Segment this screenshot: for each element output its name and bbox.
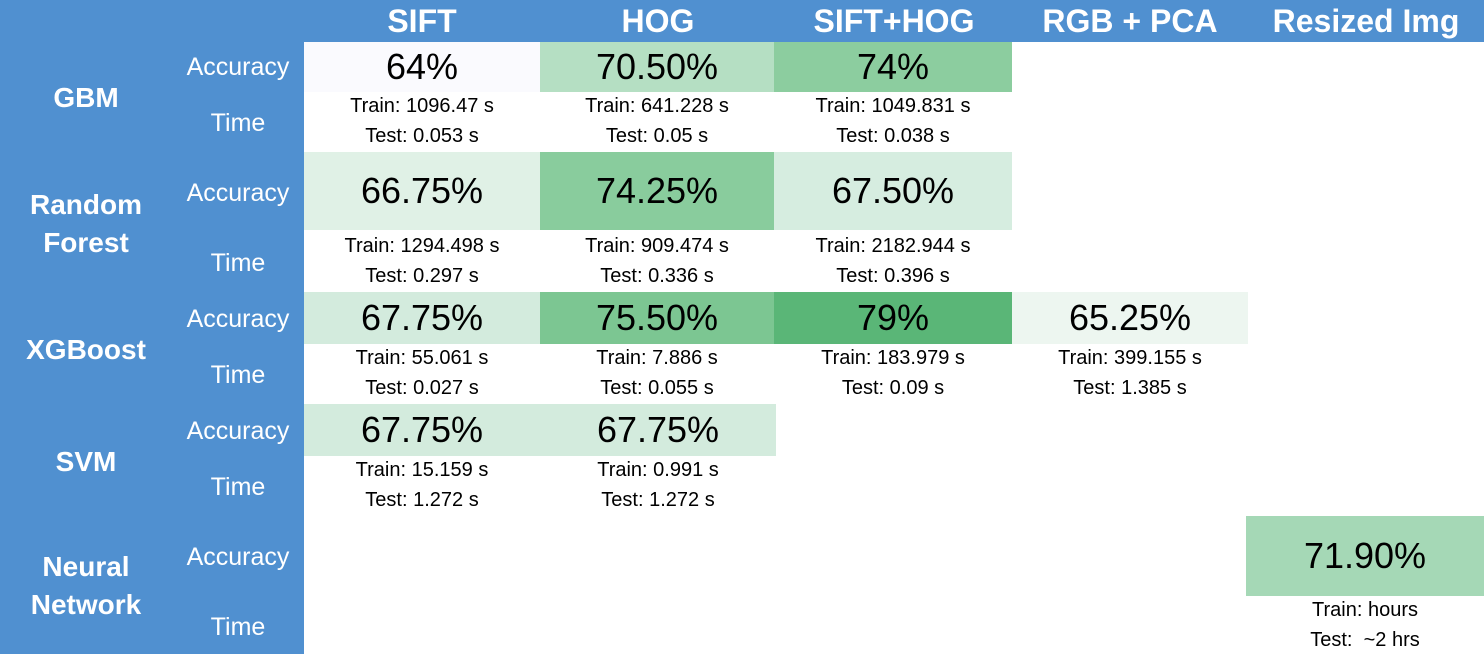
time-cell: Train: 183.979 s Test: 0.09 s: [774, 343, 1012, 403]
accuracy-value: 75.50%: [595, 297, 719, 338]
row-label-time: Time: [210, 473, 266, 501]
test-time: Test: 0.027 s: [365, 377, 479, 399]
time-cell: Train: 399.155 s Test: 1.385 s: [1012, 343, 1248, 403]
train-time: Train: 183.979 s: [821, 347, 965, 369]
train-time: Train: 1049.831 s: [815, 95, 971, 117]
column-header-hog: HOG: [621, 3, 695, 39]
row-label-time: Time: [210, 249, 266, 277]
accuracy-value: 67.75%: [360, 409, 484, 450]
test-time: Test: 0.336 s: [600, 265, 714, 287]
model-name-line: Neural: [42, 551, 130, 582]
test-time: Test: 1.272 s: [365, 489, 479, 511]
accuracy-cell: 64%: [304, 42, 540, 92]
time-cell: Train: 909.474 s Test: 0.336 s: [540, 231, 774, 291]
train-time: Train: 2182.944 s: [815, 235, 971, 257]
model-label-random-forest: Random Forest: [0, 154, 172, 294]
model-name-line: Random: [30, 189, 142, 220]
model-name-line: Forest: [43, 227, 129, 258]
test-time: Test: ~2 hrs: [1310, 629, 1420, 651]
test-time: Test: 0.297 s: [365, 265, 479, 287]
model-label-neural-network: Neural Network: [0, 518, 172, 654]
accuracy-value: 67.75%: [360, 297, 484, 338]
column-header-resized-img: Resized Img: [1272, 3, 1460, 39]
row-header-band: [0, 0, 304, 654]
model-label-xgboost: XGBoost: [0, 294, 172, 406]
train-time: Train: 15.159 s: [355, 459, 489, 481]
train-time: Train: 0.991 s: [597, 459, 719, 481]
test-time: Test: 0.053 s: [365, 125, 479, 147]
accuracy-value: 74.25%: [595, 170, 719, 211]
train-time: Train: hours: [1312, 599, 1418, 621]
train-time: Train: 7.886 s: [596, 347, 718, 369]
time-cell: Train: 1049.831 s Test: 0.038 s: [774, 91, 1012, 151]
model-name: GBM: [53, 82, 119, 113]
train-time: Train: 399.155 s: [1058, 347, 1202, 369]
time-cell: Train: 641.228 s Test: 0.05 s: [540, 91, 774, 151]
test-time: Test: 0.396 s: [836, 265, 950, 287]
train-time: Train: 55.061 s: [355, 347, 489, 369]
accuracy-cell: 70.50%: [540, 42, 774, 92]
test-time: Test: 0.055 s: [600, 377, 714, 399]
accuracy-cell: 67.75%: [540, 404, 776, 456]
row-label-accuracy: Accuracy: [186, 53, 290, 81]
column-header-sift: SIFT: [387, 3, 457, 39]
test-time: Test: 0.05 s: [605, 125, 709, 147]
accuracy-cell: 75.50%: [540, 292, 774, 344]
accuracy-cell: 66.75%: [304, 152, 540, 230]
accuracy-cell: 79%: [774, 292, 1012, 344]
accuracy-value: 67.50%: [831, 170, 955, 211]
accuracy-value: 64%: [385, 46, 459, 87]
model-label-svm: SVM: [0, 406, 172, 518]
accuracy-value: 74%: [856, 46, 930, 87]
train-time: Train: 641.228 s: [585, 95, 729, 117]
time-cell: Train: 2182.944 s Test: 0.396 s: [774, 231, 1012, 291]
train-time: Train: 1096.47 s: [350, 95, 494, 117]
test-time: Test: 1.385 s: [1073, 377, 1187, 399]
row-label-accuracy: Accuracy: [186, 179, 290, 207]
accuracy-cell: 71.90%: [1246, 516, 1484, 596]
time-cell: Train: 0.991 s Test: 1.272 s: [540, 455, 776, 515]
row-label-accuracy: Accuracy: [186, 543, 290, 571]
model-label-gbm: GBM: [0, 42, 172, 154]
test-time: Test: 1.272 s: [601, 489, 715, 511]
test-time: Test: 0.09 s: [841, 377, 945, 399]
column-header-sift-hog: SIFT+HOG: [813, 3, 975, 39]
model-name-line: Network: [30, 589, 142, 620]
accuracy-cell: 67.75%: [304, 404, 540, 456]
accuracy-value: 67.75%: [596, 409, 720, 450]
accuracy-cell: 67.75%: [304, 292, 540, 344]
row-label-accuracy: Accuracy: [186, 305, 290, 333]
accuracy-value: 79%: [856, 297, 930, 338]
column-header-rgb-pca: RGB + PCA: [1042, 3, 1218, 39]
accuracy-value: 70.50%: [595, 46, 719, 87]
accuracy-value: 65.25%: [1068, 297, 1192, 338]
time-cell: Train: 15.159 s Test: 1.272 s: [304, 455, 540, 515]
time-cell: Train: 1294.498 s Test: 0.297 s: [304, 231, 540, 291]
row-label-time: Time: [210, 361, 266, 389]
time-cell: Train: 1096.47 s Test: 0.053 s: [304, 91, 540, 151]
accuracy-cell: 65.25%: [1012, 292, 1248, 344]
accuracy-cell: 74.25%: [540, 152, 774, 230]
model-name: XGBoost: [26, 334, 146, 365]
accuracy-value: 66.75%: [360, 170, 484, 211]
row-label-accuracy: Accuracy: [186, 417, 290, 445]
time-cell: Train: 55.061 s Test: 0.027 s: [304, 343, 540, 403]
model-name: SVM: [55, 446, 117, 477]
accuracy-cell: 67.50%: [774, 152, 1012, 230]
accuracy-cell: 74%: [774, 42, 1012, 92]
test-time: Test: 0.038 s: [836, 125, 950, 147]
accuracy-value: 71.90%: [1303, 535, 1427, 576]
train-time: Train: 1294.498 s: [344, 235, 500, 257]
row-label-time: Time: [210, 109, 266, 137]
row-label-time: Time: [210, 613, 266, 641]
time-cell: Train: 7.886 s Test: 0.055 s: [540, 343, 774, 403]
time-cell: Train: hours Test: ~2 hrs: [1246, 595, 1484, 655]
train-time: Train: 909.474 s: [585, 235, 729, 257]
